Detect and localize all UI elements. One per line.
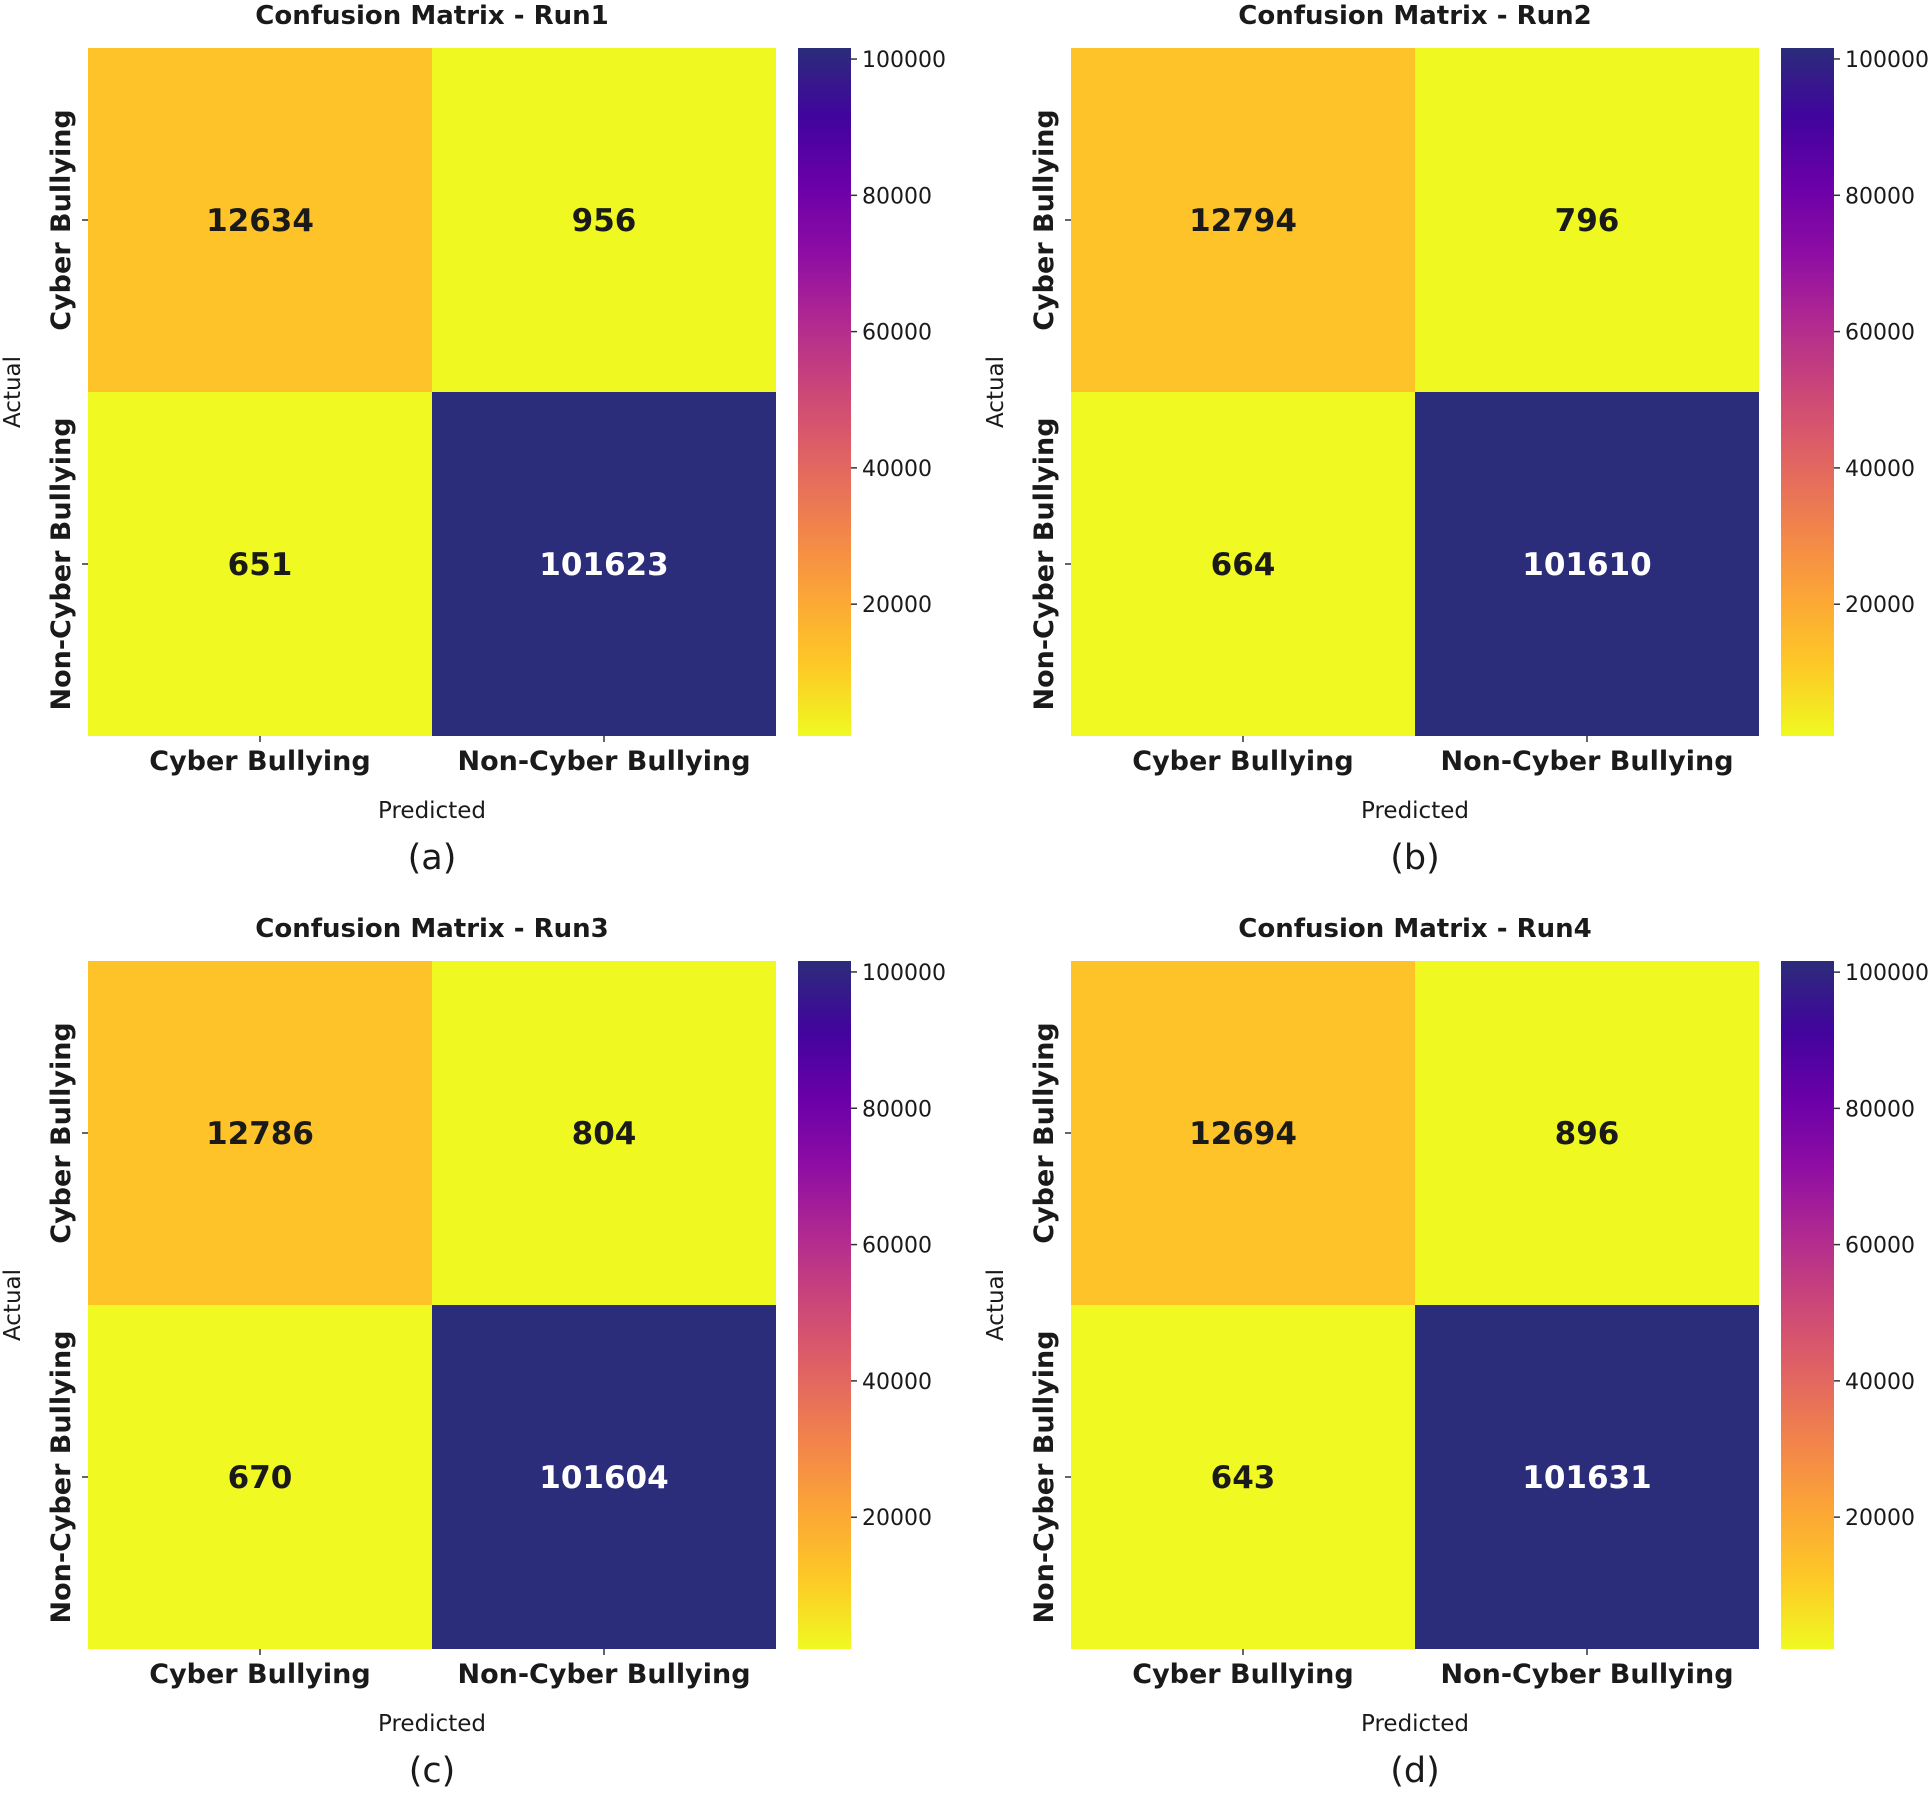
heatmap-cell xyxy=(1071,1305,1415,1649)
heatmap-cell xyxy=(1415,48,1759,392)
panel-label: (a) xyxy=(408,838,457,878)
x-tick-label: Non-Cyber Bullying xyxy=(457,1659,750,1690)
cell-value-label: 12786 xyxy=(206,1116,314,1152)
colorbar-tick-label: 60000 xyxy=(862,1234,932,1259)
y-axis-label: Actual xyxy=(983,356,1009,428)
cell-value-label: 12794 xyxy=(1189,203,1297,239)
chart-title: Confusion Matrix - Run3 xyxy=(255,914,608,944)
x-axis-label: Predicted xyxy=(1361,1711,1469,1737)
colorbar-tick-label: 60000 xyxy=(1845,1234,1915,1259)
colorbar-tick-label: 80000 xyxy=(1845,184,1915,209)
cell-value-label: 101631 xyxy=(1522,1460,1651,1496)
colorbar-tick-label: 60000 xyxy=(1845,321,1915,346)
colorbar-tick-label: 60000 xyxy=(862,321,932,346)
y-tick-label: Non-Cyber Bullying xyxy=(1029,417,1060,710)
chart-title: Confusion Matrix - Run4 xyxy=(1238,914,1591,944)
x-tick-label: Cyber Bullying xyxy=(1132,746,1353,777)
colorbar xyxy=(1781,961,1834,1649)
colorbar-tick-label: 40000 xyxy=(1845,1370,1915,1395)
x-tick-label: Non-Cyber Bullying xyxy=(1440,1659,1733,1690)
heatmap-cell xyxy=(1415,392,1759,736)
y-axis-label: Actual xyxy=(983,1269,1009,1341)
colorbar-tick-label: 20000 xyxy=(862,593,932,618)
x-tick-label: Cyber Bullying xyxy=(149,746,370,777)
heatmap-cell xyxy=(1071,48,1415,392)
x-axis-label: Predicted xyxy=(378,798,486,824)
y-tick-label: Non-Cyber Bullying xyxy=(1029,1330,1060,1623)
confusion-matrix-panel-2: Confusion Matrix - Run2 12794 796 664 101610… xyxy=(983,1,1929,878)
colorbar-tick-label: 40000 xyxy=(1845,457,1915,482)
cell-value-label: 12694 xyxy=(1189,1116,1297,1152)
cell-value-label: 896 xyxy=(1555,1116,1620,1152)
cell-value-label: 101610 xyxy=(1522,547,1651,583)
y-tick-label: Non-Cyber Bullying xyxy=(46,417,77,710)
x-tick-label: Non-Cyber Bullying xyxy=(1440,746,1733,777)
chart-title: Confusion Matrix - Run1 xyxy=(255,1,608,31)
colorbar-tick-label: 40000 xyxy=(862,1370,932,1395)
colorbar-tick-label: 20000 xyxy=(1845,593,1915,618)
colorbar xyxy=(1781,48,1834,736)
colorbar-tick-label: 100000 xyxy=(862,961,946,986)
x-tick-label: Non-Cyber Bullying xyxy=(457,746,750,777)
cell-value-label: 101623 xyxy=(539,547,668,583)
cell-value-label: 956 xyxy=(572,203,637,239)
confusion-matrix-panel-1: Confusion Matrix - Run1 12634 956 651 101623… xyxy=(0,1,946,878)
heatmap-cell xyxy=(88,961,432,1305)
heatmap-cell xyxy=(432,961,776,1305)
cell-value-label: 101604 xyxy=(539,1460,668,1496)
confusion-matrix-panel-4: Confusion Matrix - Run4 12694 896 643 101631… xyxy=(983,914,1929,1791)
panel-label: (c) xyxy=(409,1751,456,1791)
panel-label: (b) xyxy=(1390,838,1440,878)
x-tick-label: Cyber Bullying xyxy=(149,1659,370,1690)
chart-title: Confusion Matrix - Run2 xyxy=(1238,1,1591,31)
colorbar xyxy=(798,48,851,736)
heatmap-cell xyxy=(432,1305,776,1649)
heatmap-cell xyxy=(432,392,776,736)
cell-value-label: 664 xyxy=(1211,547,1276,583)
colorbar-tick-label: 20000 xyxy=(1845,1506,1915,1531)
panel-label: (d) xyxy=(1390,1751,1440,1791)
y-tick-label: Cyber Bullying xyxy=(1029,109,1060,330)
colorbar-tick-label: 100000 xyxy=(1845,961,1929,986)
cell-value-label: 643 xyxy=(1211,1460,1276,1496)
heatmap-cell xyxy=(1415,961,1759,1305)
y-axis-label: Actual xyxy=(0,1269,26,1341)
x-axis-label: Predicted xyxy=(1361,798,1469,824)
heatmap-cell xyxy=(1415,1305,1759,1649)
heatmap-cell xyxy=(432,48,776,392)
colorbar-tick-label: 80000 xyxy=(1845,1097,1915,1122)
colorbar xyxy=(798,961,851,1649)
cell-value-label: 804 xyxy=(572,1116,637,1152)
x-axis-label: Predicted xyxy=(378,1711,486,1737)
heatmap-cell xyxy=(88,392,432,736)
x-tick-label: Cyber Bullying xyxy=(1132,1659,1353,1690)
cell-value-label: 670 xyxy=(228,1460,293,1496)
confusion-matrix-panel-3: Confusion Matrix - Run3 12786 804 670 101604… xyxy=(0,914,946,1791)
y-axis-label: Actual xyxy=(0,356,26,428)
colorbar-tick-label: 20000 xyxy=(862,1506,932,1531)
cell-value-label: 796 xyxy=(1555,203,1620,239)
y-tick-label: Non-Cyber Bullying xyxy=(46,1330,77,1623)
y-tick-label: Cyber Bullying xyxy=(1029,1022,1060,1243)
heatmap-cell xyxy=(1071,392,1415,736)
colorbar-tick-label: 40000 xyxy=(862,457,932,482)
colorbar-tick-label: 100000 xyxy=(1845,48,1929,73)
y-tick-label: Cyber Bullying xyxy=(46,109,77,330)
y-tick-label: Cyber Bullying xyxy=(46,1022,77,1243)
colorbar-tick-label: 100000 xyxy=(862,48,946,73)
heatmap-cell xyxy=(88,48,432,392)
cell-value-label: 651 xyxy=(228,547,293,583)
colorbar-tick-label: 80000 xyxy=(862,1097,932,1122)
cell-value-label: 12634 xyxy=(206,203,314,239)
heatmap-cell xyxy=(88,1305,432,1649)
colorbar-tick-label: 80000 xyxy=(862,184,932,209)
heatmap-cell xyxy=(1071,961,1415,1305)
